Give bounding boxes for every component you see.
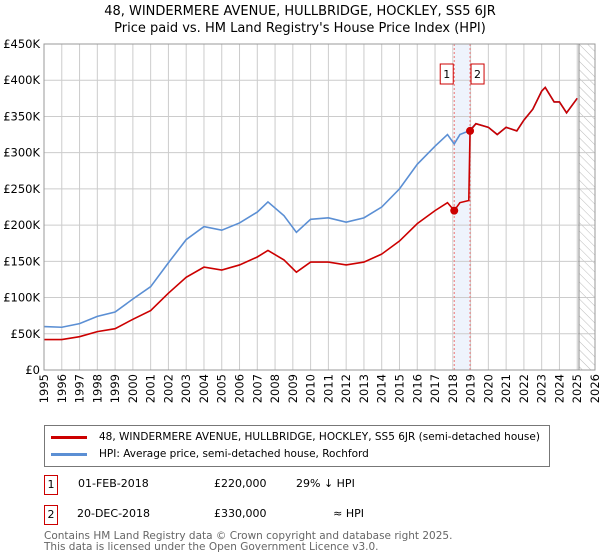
x-tick-label: 2018 [446, 374, 460, 403]
x-tick-label: 2015 [392, 374, 406, 403]
x-tick-label: 2017 [428, 374, 442, 403]
y-tick-label: £100K [3, 291, 40, 305]
x-tick-label: 2002 [161, 374, 175, 403]
x-tick-label: 2003 [179, 374, 193, 403]
x-tick-label: 2022 [517, 374, 531, 403]
sale-label-box [470, 63, 485, 85]
plot-frame [43, 43, 596, 371]
sale-price: £330,000 [214, 507, 267, 520]
sale-label-text: 1 [443, 68, 450, 81]
x-tick-label: 2019 [464, 374, 478, 403]
x-tick-label: 2024 [552, 374, 566, 403]
legend-label: 48, WINDERMERE AVENUE, HULLBRIDGE, HOCKL… [99, 431, 540, 443]
price-chart: £0 £50K £100K £150K £200K £250K £300K £350K £400… [3, 37, 600, 403]
x-tick-label: 1999 [108, 374, 122, 403]
y-tick-label: £250K [3, 182, 40, 196]
footer-line: This data is licensed under the Open Gov… [44, 541, 379, 553]
x-tick-label: 2000 [126, 374, 140, 403]
x-tick-label: 2007 [250, 374, 264, 403]
x-tick-label: 2010 [304, 374, 318, 403]
x-tick-label: 2016 [410, 374, 424, 403]
x-tick-label: 2009 [286, 374, 300, 403]
x-tick-label: 1998 [90, 374, 104, 403]
legend-item-hpi: HPI: Average price, semi-detached house,… [51, 448, 369, 460]
footer: Contains HM Land Registry data © Crown c… [44, 531, 452, 553]
x-tick-label: 2025 [570, 374, 584, 403]
sale-point [450, 206, 459, 215]
property-price-line [44, 86, 578, 341]
x-tick-label: 2021 [499, 374, 513, 403]
y-tick-label: £200K [3, 218, 40, 232]
x-tick-label: 2020 [481, 374, 495, 403]
x-tick-label: 2001 [144, 374, 158, 403]
legend-label: HPI: Average price, semi-detached house,… [99, 448, 369, 460]
x-tick-label: 1997 [73, 374, 87, 403]
sale-date: 01-FEB-2018 [78, 477, 149, 490]
y-tick-label: £150K [3, 254, 40, 268]
forecast-hatch [579, 44, 595, 370]
x-tick-label: 2012 [339, 374, 353, 403]
sale-date: 20-DEC-2018 [77, 507, 151, 520]
chart-title: 48, WINDERMERE AVENUE, HULLBRIDGE, HOCKL… [104, 4, 496, 19]
x-tick-label: 2008 [268, 374, 282, 403]
y-tick-label: £300K [3, 146, 40, 160]
sale-hpi-relation: ≈ HPI [333, 507, 364, 520]
sale-badge: 1 [44, 475, 58, 495]
y-tick-label: £450K [3, 37, 40, 51]
x-tick-label: 2011 [321, 374, 335, 403]
sale-label-box [439, 63, 454, 85]
sale-row: 2 20-DEC-2018 £330,000 ≈ HPI [44, 505, 600, 525]
x-tick-label: 2023 [535, 374, 549, 403]
x-tick-label: 2013 [357, 374, 371, 403]
y-tick-label: £400K [3, 73, 40, 87]
sale-point [466, 126, 475, 135]
y-tick-label: £0 [25, 363, 40, 377]
x-tick-label: 2026 [588, 374, 600, 403]
legend: 48, WINDERMERE AVENUE, HULLBRIDGE, HOCKL… [44, 425, 550, 467]
footer-line: Contains HM Land Registry data © Crown c… [44, 530, 453, 542]
x-tick-label: 2006 [233, 374, 247, 403]
legend-item-property: 48, WINDERMERE AVENUE, HULLBRIDGE, HOCKL… [51, 431, 540, 443]
chart-subtitle: Price paid vs. HM Land Registry's House … [114, 21, 486, 36]
sale-price: £220,000 [214, 477, 267, 490]
sale-hpi-relation: 29% ↓ HPI [296, 477, 355, 490]
y-tick-label: £350K [3, 109, 40, 123]
y-tick-label: £50K [11, 327, 41, 341]
x-tick-label: 2005 [215, 374, 229, 403]
x-tick-label: 1995 [37, 374, 51, 403]
x-tick-label: 2004 [197, 374, 211, 403]
sale-row: 1 01-FEB-2018 £220,000 29% ↓ HPI [44, 475, 600, 495]
sale-badge: 2 [44, 505, 58, 525]
sale-label-text: 2 [474, 68, 481, 81]
sale-period-band [454, 44, 471, 370]
x-tick-label: 2014 [375, 374, 389, 403]
x-tick-label: 1996 [55, 374, 69, 403]
